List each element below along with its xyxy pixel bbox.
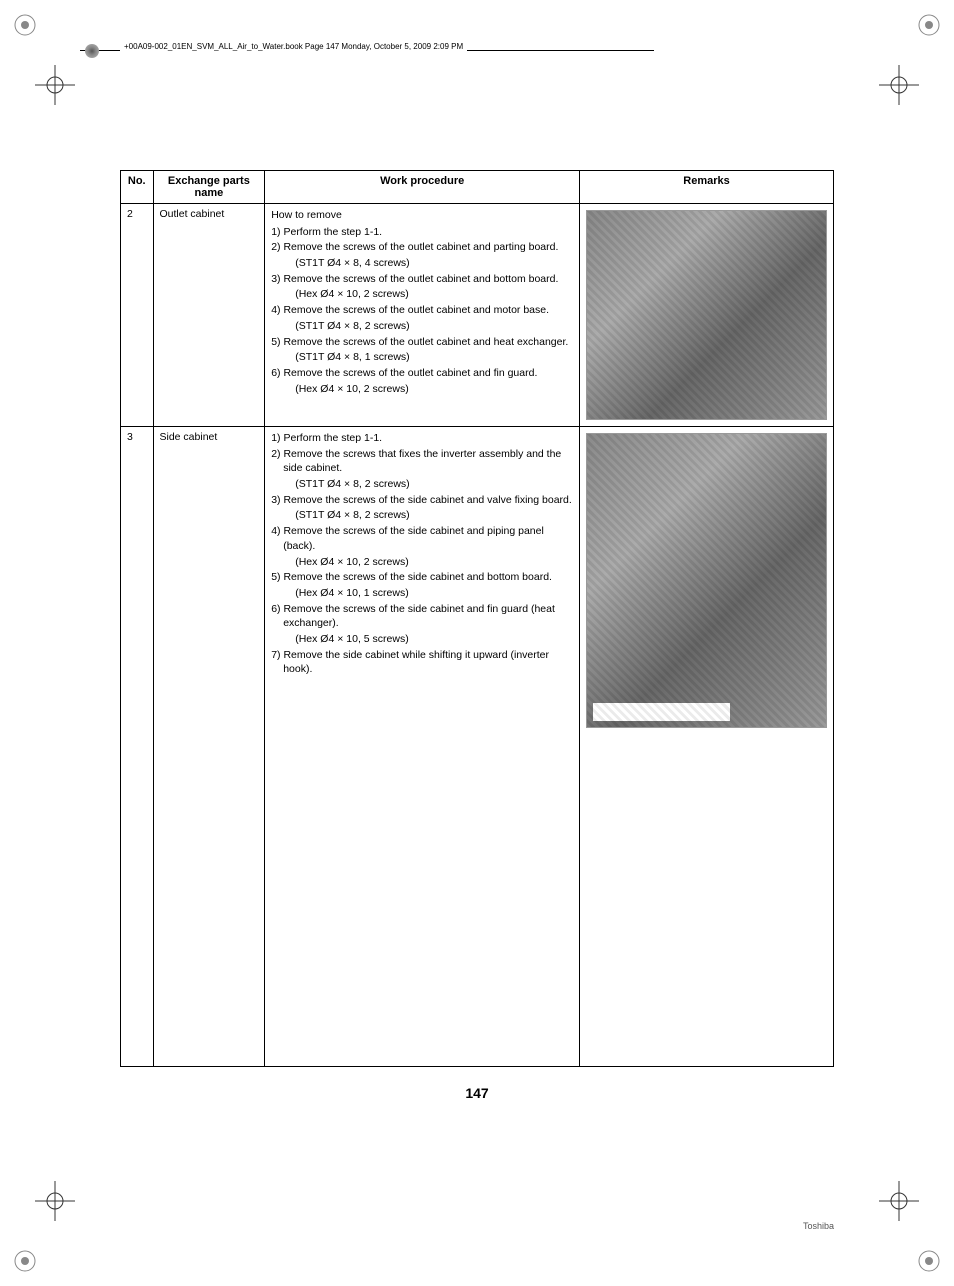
procedure-step: 4) Remove the screws of the side cabinet… [271,524,573,553]
service-procedure-table: No. Exchange parts name Work procedure R… [120,170,834,1067]
outlet-cabinet-photo [586,210,827,420]
row-no: 2 [121,204,154,427]
procedure-spec: (Hex Ø4 × 10, 1 screws) [271,586,573,601]
procedure-step: 5) Remove the screws of the outlet cabin… [271,335,573,350]
procedure-step: 7) Remove the side cabinet while shiftin… [271,648,573,677]
row-part-name: Outlet cabinet [153,204,265,427]
procedure-spec: (ST1T Ø4 × 8, 2 screws) [271,508,573,523]
col-header-exchange-parts: Exchange parts name [153,171,265,204]
row-no: 3 [121,427,154,1067]
procedure-step: 3) Remove the screws of the side cabinet… [271,493,573,508]
table-row: 3 Side cabinet 1) Perform the step 1-1. … [121,427,834,1067]
row-remarks [580,427,834,1067]
procedure-spec: (Hex Ø4 × 10, 5 screws) [271,632,573,647]
footer-brand: Toshiba [803,1221,834,1231]
procedure-step: 1) Perform the step 1-1. [271,225,573,240]
procedure-step: 3) Remove the screws of the outlet cabin… [271,272,573,287]
procedure-step: 6) Remove the screws of the outlet cabin… [271,366,573,381]
procedure-spec: (ST1T Ø4 × 8, 1 screws) [271,350,573,365]
procedure-step: 4) Remove the screws of the outlet cabin… [271,303,573,318]
procedure-step: 2) Remove the screws of the outlet cabin… [271,240,573,255]
table-row: 2 Outlet cabinet How to remove 1) Perfor… [121,204,834,427]
row-procedure: How to remove 1) Perform the step 1-1. 2… [265,204,580,427]
procedure-spec: (Hex Ø4 × 10, 2 screws) [271,382,573,397]
row-procedure: 1) Perform the step 1-1. 2) Remove the s… [265,427,580,1067]
procedure-step: 6) Remove the screws of the side cabinet… [271,602,573,631]
procedure-spec: (Hex Ø4 × 10, 2 screws) [271,287,573,302]
procedure-spec: (ST1T Ø4 × 8, 2 screws) [271,319,573,334]
procedure-step: 1) Perform the step 1-1. [271,431,573,446]
col-header-no: No. [121,171,154,204]
side-cabinet-photo [586,433,827,728]
procedure-spec: (Hex Ø4 × 10, 2 screws) [271,555,573,570]
procedure-step: 2) Remove the screws that fixes the inve… [271,447,573,476]
procedure-step: 5) Remove the screws of the side cabinet… [271,570,573,585]
row-remarks [580,204,834,427]
procedure-spec: (ST1T Ø4 × 8, 4 screws) [271,256,573,271]
page-number: 147 [120,1085,834,1101]
row-part-name: Side cabinet [153,427,265,1067]
col-header-procedure: Work procedure [265,171,580,204]
photo-redaction-box [593,703,730,721]
procedure-spec: (ST1T Ø4 × 8, 2 screws) [271,477,573,492]
col-header-remarks: Remarks [580,171,834,204]
procedure-intro: How to remove [271,208,573,223]
